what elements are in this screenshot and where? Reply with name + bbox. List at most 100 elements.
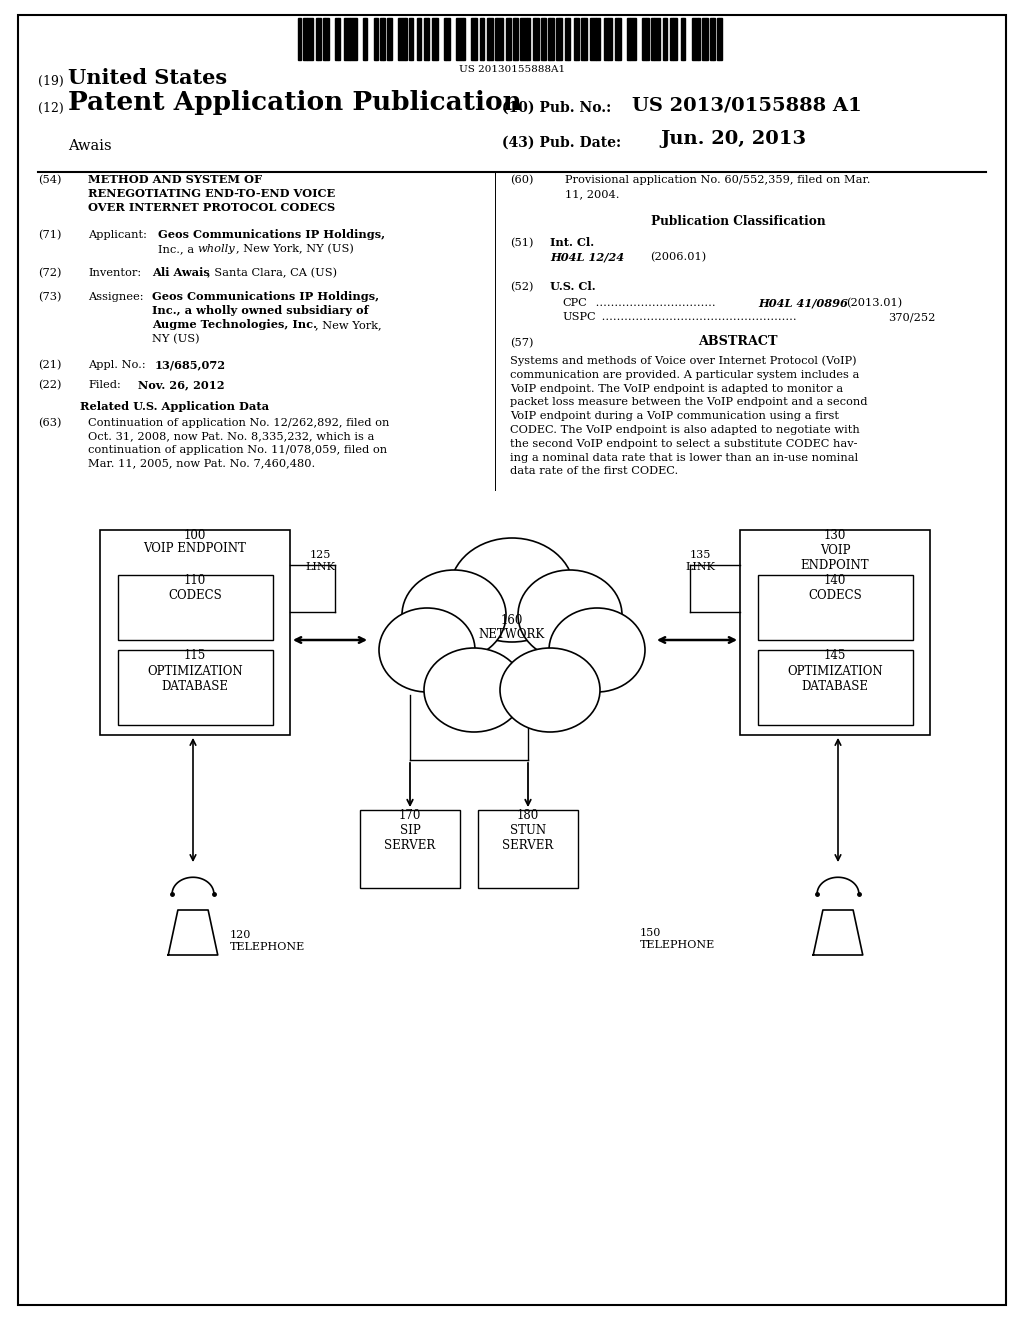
Text: H04L 12/24: H04L 12/24 [550, 251, 624, 261]
Bar [374, 18, 376, 59]
Text: 11, 2004.: 11, 2004. [565, 189, 620, 199]
Ellipse shape [549, 609, 645, 692]
Text: VOIP: VOIP [820, 544, 850, 557]
Bar [387, 18, 389, 59]
Bar [336, 18, 338, 59]
Bar [590, 18, 596, 59]
Bar [663, 18, 665, 59]
Bar [654, 18, 660, 59]
Bar [497, 18, 503, 59]
Bar [627, 18, 630, 59]
Text: (57): (57) [510, 338, 534, 348]
Bar [526, 18, 530, 59]
Text: (51): (51) [510, 238, 534, 248]
Text: (52): (52) [510, 281, 534, 292]
Bar [573, 18, 577, 59]
Bar [432, 18, 436, 59]
Text: TELEPHONE: TELEPHONE [230, 942, 305, 952]
Text: DATABASE: DATABASE [802, 680, 868, 693]
Text: CODEC. The VoIP endpoint is also adapted to negotiate with: CODEC. The VoIP endpoint is also adapted… [510, 425, 860, 436]
Bar [376, 18, 378, 59]
Bar [542, 18, 544, 59]
Bar [646, 18, 649, 59]
Text: continuation of application No. 11/078,059, filed on: continuation of application No. 11/078,0… [88, 445, 387, 455]
Bar [338, 18, 340, 59]
Text: 120: 120 [230, 931, 251, 940]
Bar [740, 531, 930, 735]
Text: CPC: CPC [562, 298, 587, 308]
Bar [701, 18, 706, 59]
Bar [409, 18, 411, 59]
Text: ....................................................: ........................................… [598, 312, 797, 322]
Bar [698, 18, 699, 59]
Bar [608, 18, 611, 59]
Bar [758, 576, 913, 640]
Text: DATABASE: DATABASE [162, 680, 228, 693]
Text: NY (US): NY (US) [152, 334, 200, 345]
Text: (72): (72) [38, 268, 61, 279]
Text: (71): (71) [38, 230, 61, 240]
Bar [404, 18, 408, 59]
Bar [428, 18, 429, 59]
Text: data rate of the first CODEC.: data rate of the first CODEC. [510, 466, 678, 477]
Text: (63): (63) [38, 417, 61, 428]
Text: (43) Pub. Date:: (43) Pub. Date: [502, 136, 622, 150]
Text: METHOD AND SYSTEM OF: METHOD AND SYSTEM OF [88, 174, 262, 185]
Bar [706, 18, 708, 59]
Bar [444, 18, 446, 59]
Text: (60): (60) [510, 174, 534, 185]
Text: Augme Technologies, Inc.: Augme Technologies, Inc. [152, 319, 317, 330]
Bar [350, 18, 356, 59]
Text: 180: 180 [517, 809, 539, 822]
Text: (22): (22) [38, 380, 61, 389]
Text: (12): (12) [38, 102, 63, 115]
Bar [326, 18, 329, 59]
Text: Awais: Awais [68, 139, 112, 153]
Bar [615, 18, 618, 59]
Bar [118, 576, 273, 640]
Text: ABSTRACT: ABSTRACT [698, 335, 778, 348]
Text: Assignee:: Assignee: [88, 292, 143, 302]
Text: 130: 130 [824, 529, 846, 543]
Text: 160: 160 [501, 614, 523, 627]
Bar [584, 18, 588, 59]
Text: Mar. 11, 2005, now Pat. No. 7,460,480.: Mar. 11, 2005, now Pat. No. 7,460,480. [88, 458, 315, 469]
Text: 100: 100 [184, 529, 206, 543]
Ellipse shape [424, 648, 524, 733]
Bar [318, 18, 321, 59]
Bar [550, 18, 554, 59]
Text: 125: 125 [309, 550, 331, 560]
Bar [565, 18, 567, 59]
Bar [577, 18, 579, 59]
Bar [651, 18, 654, 59]
Text: Patent Application Publication: Patent Application Publication [68, 90, 522, 115]
Bar [681, 18, 683, 59]
Bar [457, 18, 463, 59]
Text: Int. Cl.: Int. Cl. [550, 238, 594, 248]
Bar [487, 18, 488, 59]
Text: NETWORK: NETWORK [479, 628, 545, 642]
Text: LINK: LINK [305, 562, 335, 572]
Bar [535, 18, 539, 59]
Text: RENEGOTIATING END-TO-END VOICE: RENEGOTIATING END-TO-END VOICE [88, 187, 335, 199]
Text: ENDPOINT: ENDPOINT [801, 558, 869, 572]
Text: 13/685,072: 13/685,072 [155, 359, 226, 370]
Bar [558, 18, 562, 59]
Text: Systems and methods of Voice over Internet Protocol (VoIP): Systems and methods of Voice over Intern… [510, 355, 857, 366]
Bar [344, 18, 350, 59]
Text: 145: 145 [824, 649, 846, 663]
Bar [719, 18, 722, 59]
Text: TELEPHONE: TELEPHONE [640, 940, 715, 950]
Bar [478, 810, 578, 888]
Text: USPC: USPC [562, 312, 596, 322]
Text: Inventor:: Inventor: [88, 268, 141, 279]
Text: Jun. 20, 2013: Jun. 20, 2013 [660, 129, 806, 148]
Bar [495, 18, 497, 59]
Text: VoIP endpoint during a VoIP communication using a first: VoIP endpoint during a VoIP communicatio… [510, 412, 839, 421]
Bar [671, 18, 673, 59]
Bar [710, 18, 713, 59]
Bar [362, 18, 365, 59]
Text: 135: 135 [689, 550, 711, 560]
Text: 110: 110 [184, 574, 206, 587]
Bar [544, 18, 546, 59]
